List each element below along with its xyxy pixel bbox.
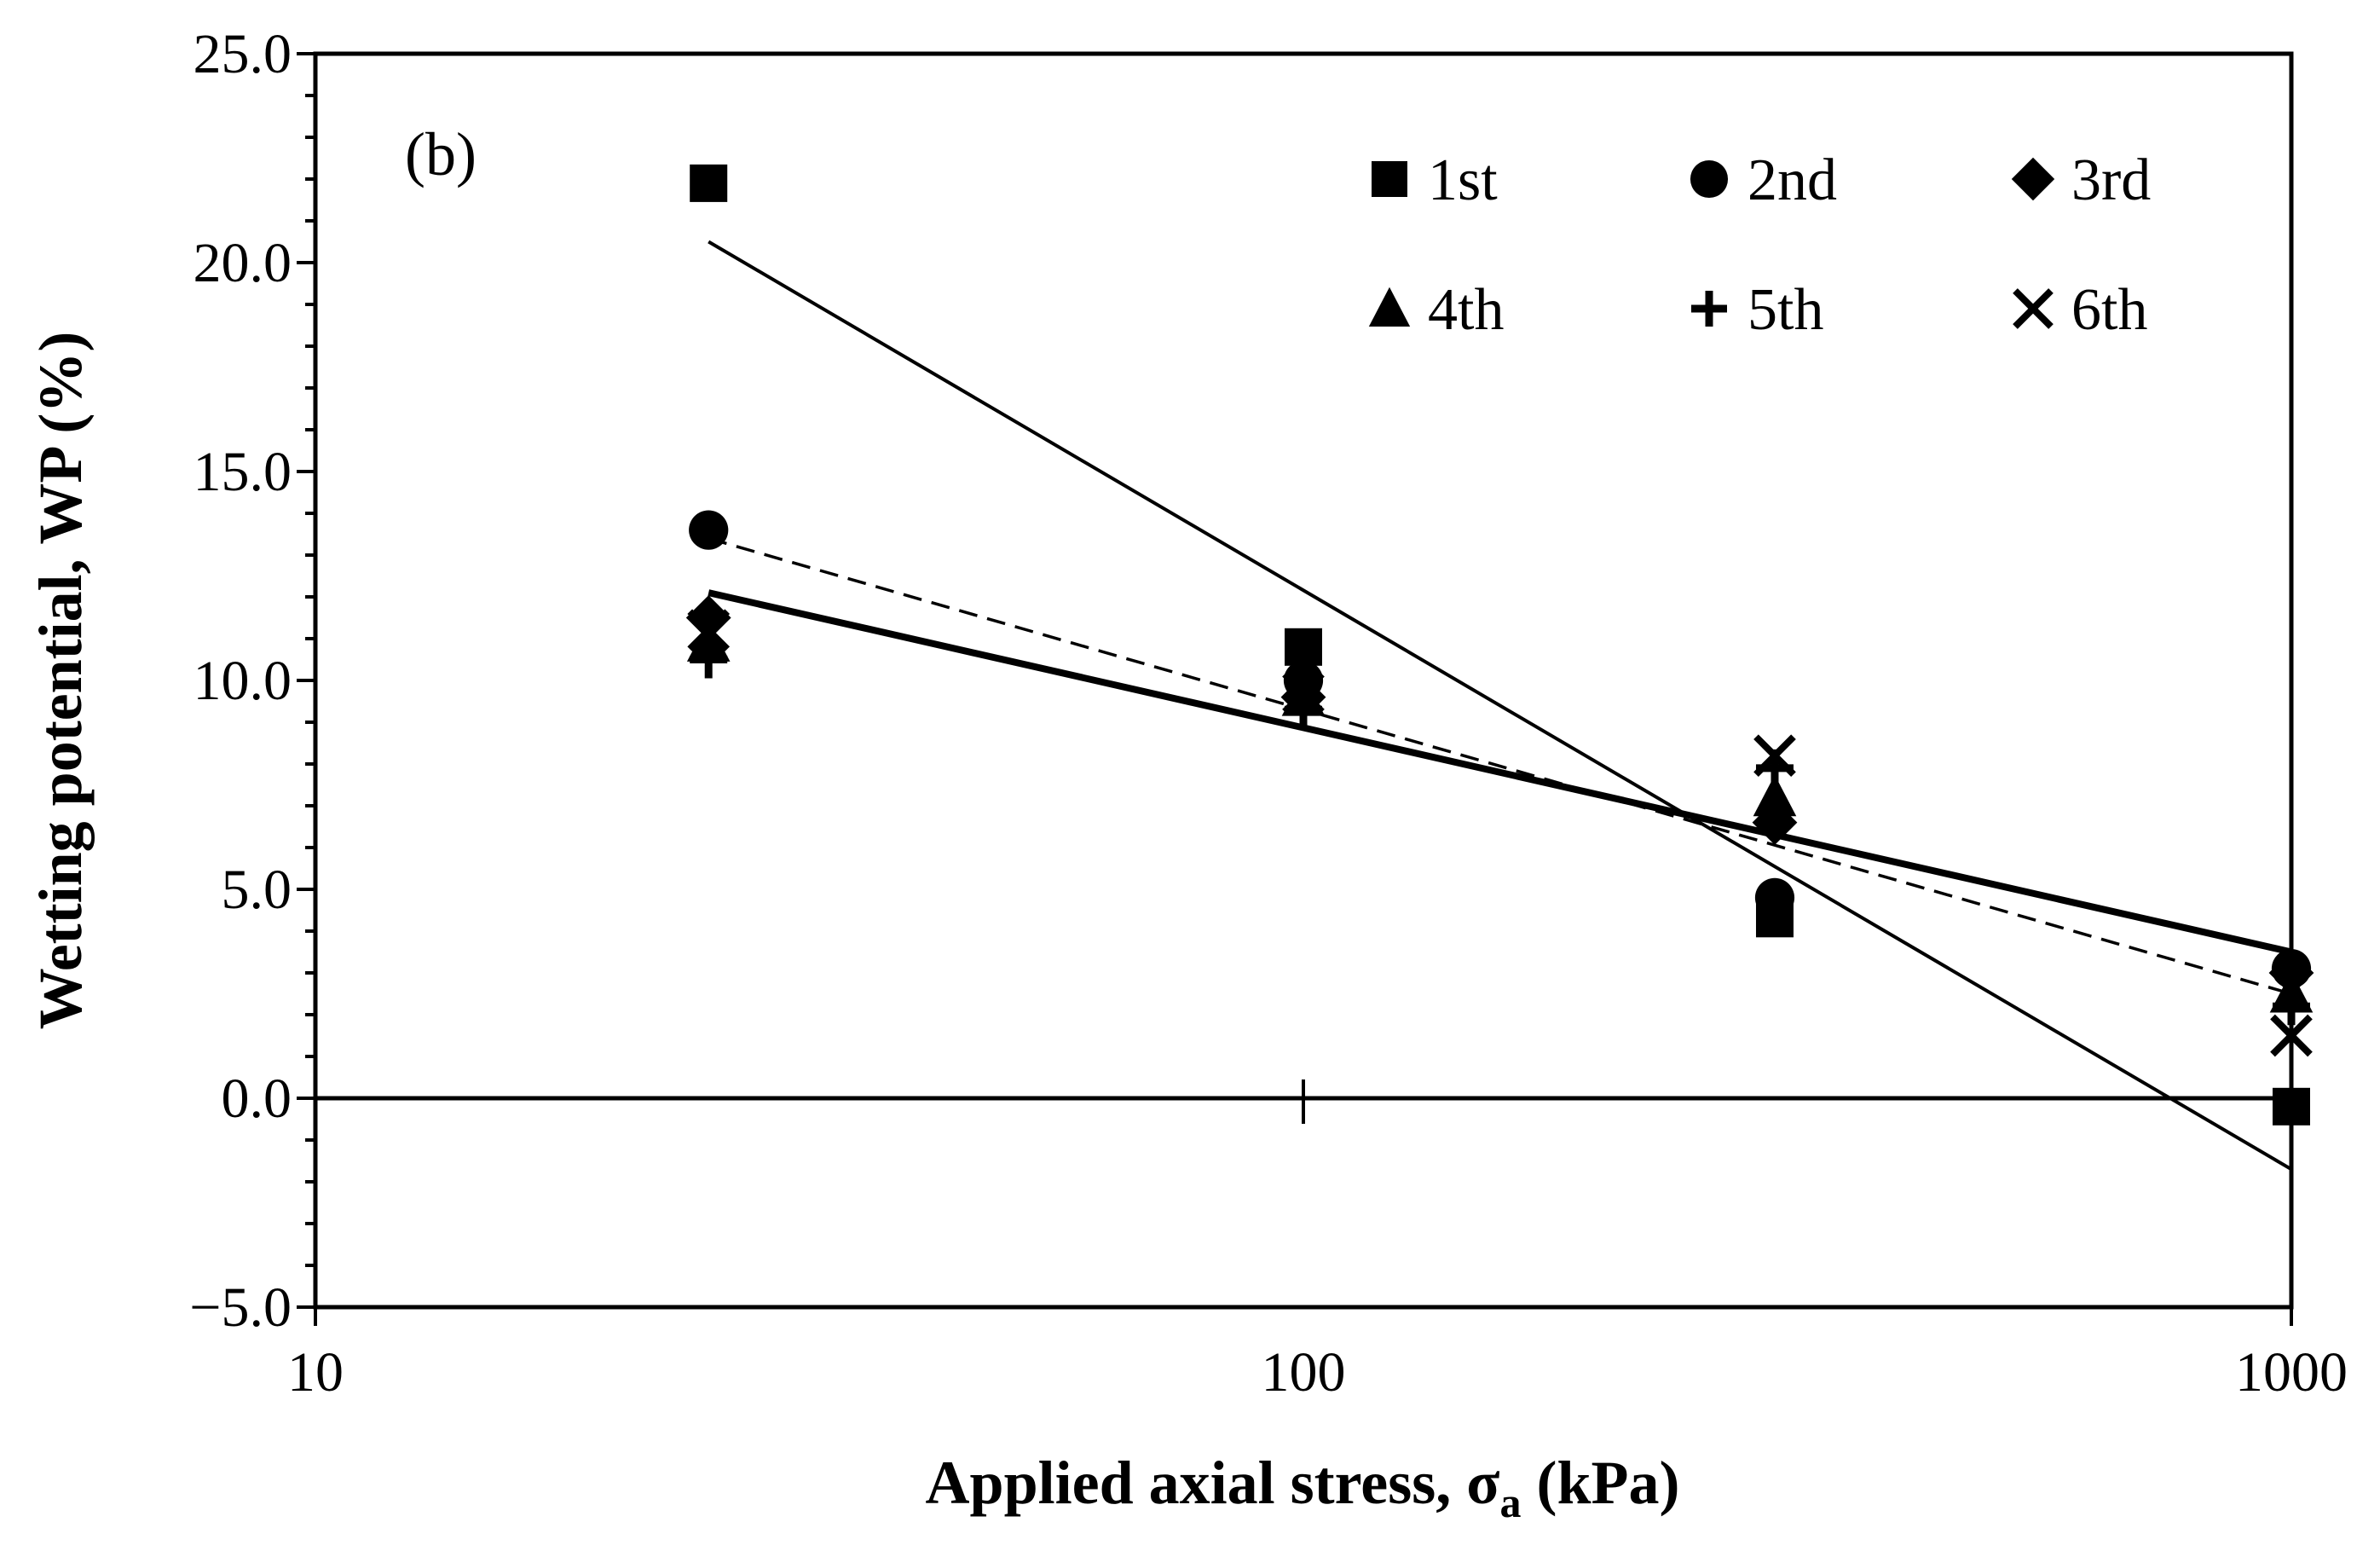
data-points: [685, 164, 2314, 1126]
data-point-4th: [1753, 774, 1797, 817]
x-axis-title: Applied axial stress, σa (kPa): [926, 1449, 1680, 1526]
x-axis-tick-labels: 10 100 1000: [287, 1341, 2348, 1403]
legend-label-3rd: 3rd: [2071, 148, 2151, 213]
x-tick-label: 10: [287, 1341, 344, 1403]
legend: 1st 2nd 3rd 4th 5th 6th: [1368, 148, 2151, 343]
data-point-5th: [2273, 987, 2310, 1026]
y-tick-label: 10.0: [194, 650, 292, 712]
y-tick-label: −5.0: [189, 1276, 292, 1339]
data-point-6th: [1753, 734, 1796, 778]
y-tick-label: 0.0: [222, 1068, 292, 1130]
y-tick-label: 15.0: [194, 441, 292, 503]
legend-marker-3rd: [2011, 157, 2055, 201]
legend-label-2nd: 2nd: [1747, 148, 1837, 213]
y-axis-title: Wetting potential, WP (%): [26, 332, 95, 1030]
legend-label-5th: 5th: [1747, 277, 1823, 343]
x-axis-title-subscript: a: [1499, 1479, 1521, 1526]
legend-label-4th: 4th: [1428, 277, 1504, 343]
y-axis-ticks: [297, 52, 315, 1309]
data-point-2nd: [689, 510, 729, 550]
x-axis-title-symbol: σ: [1466, 1449, 1499, 1517]
data-point-5th: [690, 640, 728, 679]
x-axis-title-unit: (kPa): [1521, 1449, 1679, 1517]
legend-marker-6th: [2013, 288, 2054, 329]
trend-line: [708, 536, 2292, 996]
data-point-6th: [1282, 671, 1325, 715]
legend-marker-4th: [1368, 286, 1411, 327]
x-tick-label: 1000: [2235, 1341, 2348, 1403]
y-tick-label: 20.0: [194, 232, 292, 294]
x-tick-label: 100: [1262, 1341, 1346, 1403]
trend-lines: [708, 240, 2293, 1172]
legend-marker-2nd: [1690, 159, 1729, 199]
data-point-1st: [1285, 628, 1322, 666]
legend-label-1st: 1st: [1428, 148, 1498, 213]
legend-marker-1st: [1372, 161, 1407, 197]
data-point-1st: [2273, 1087, 2310, 1126]
data-point-6th: [2270, 1014, 2313, 1057]
data-point-3rd: [685, 595, 731, 640]
panel-label: (b): [405, 120, 477, 188]
data-point-6th: [687, 609, 731, 652]
trend-line: [708, 240, 2293, 1172]
data-point-1st: [690, 164, 728, 202]
trend-line: [708, 589, 2292, 956]
data-point-2nd: [1754, 877, 1795, 917]
x-axis-title-main: Applied axial stress,: [926, 1449, 1467, 1517]
y-tick-label: 5.0: [222, 859, 292, 921]
legend-label-6th: 6th: [2071, 277, 2147, 343]
y-tick-label: 25.0: [194, 23, 292, 85]
legend-marker-5th: [1691, 291, 1727, 327]
x-axis-ticks: [314, 1079, 2293, 1326]
y-axis-tick-labels: 25.0 20.0 15.0 10.0 5.0 0.0 −5.0: [189, 23, 292, 1339]
